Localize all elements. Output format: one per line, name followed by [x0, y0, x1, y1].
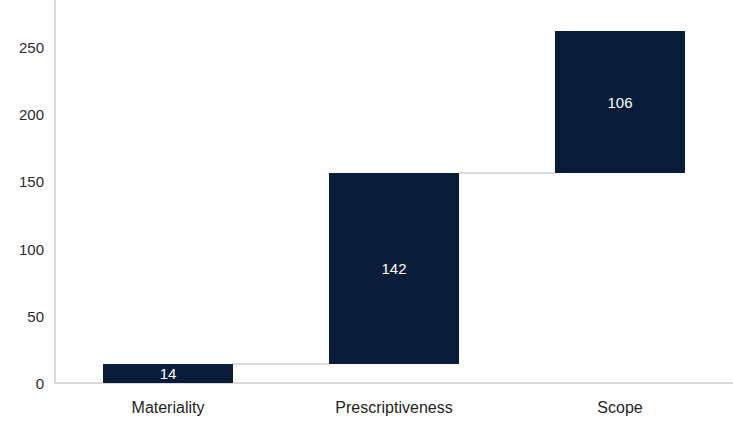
y-axis-line — [54, 0, 56, 384]
bar-data-label: 14 — [160, 366, 177, 381]
waterfall-bar-materiality[interactable]: 14 — [103, 364, 233, 383]
y-tick-label: 50 — [0, 308, 44, 323]
y-tick-label: 100 — [0, 241, 44, 256]
waterfall-bar-scope[interactable]: 106 — [555, 31, 685, 173]
connector-line — [233, 363, 329, 365]
waterfall-chart: 0 50 100 150 200 250 14 142 106 Materiality Pres… — [0, 0, 733, 433]
connector-line — [459, 172, 555, 174]
y-tick-label: 150 — [0, 174, 44, 189]
y-tick-label: 250 — [0, 40, 44, 55]
bar-data-label: 142 — [381, 261, 406, 276]
x-category-label-materiality: Materiality — [132, 399, 205, 417]
waterfall-bar-prescriptiveness[interactable]: 142 — [329, 173, 459, 364]
y-tick-label: 200 — [0, 107, 44, 122]
y-tick-label: 0 — [0, 376, 44, 391]
x-category-label-scope: Scope — [597, 399, 642, 417]
x-category-label-prescriptiveness: Prescriptiveness — [335, 399, 452, 417]
bar-data-label: 106 — [607, 95, 632, 110]
plot-area: 0 50 100 150 200 250 14 142 106 Materiality Pres… — [0, 0, 733, 433]
